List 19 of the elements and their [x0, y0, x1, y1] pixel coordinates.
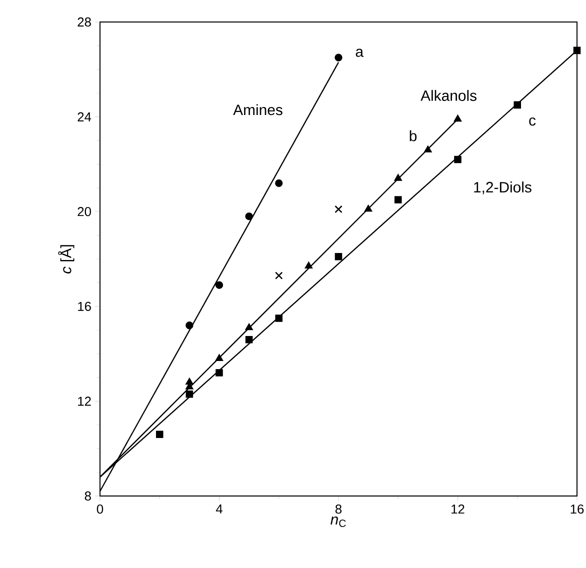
annotation: b — [410, 130, 417, 142]
annotation: 1,2-Diols — [474, 182, 532, 194]
annotation: c — [529, 117, 536, 126]
x-axis-title: n$_{C}$ — [330, 516, 346, 528]
y-tick-label: 12 — [78, 396, 91, 406]
annotation: Amines — [233, 104, 282, 116]
x-tick-label: 16 — [570, 504, 584, 514]
y-tick-label: 28 — [78, 17, 91, 27]
x-tick-label: 4 — [216, 504, 222, 514]
annotation: Alkanols — [420, 90, 476, 101]
x-tick-label: 8 — [335, 504, 342, 514]
y-tick-label: 24 — [78, 112, 92, 122]
y-axis-title: c [Å] — [58, 245, 74, 274]
y-tick-label: 20 — [78, 207, 91, 216]
x-tick-label: 0 — [96, 504, 104, 514]
y-tick-label: 16 — [78, 302, 91, 311]
y-tick-label: 8 — [84, 491, 91, 501]
x-tick-label: 12 — [452, 504, 464, 514]
annotation: a — [356, 48, 364, 57]
